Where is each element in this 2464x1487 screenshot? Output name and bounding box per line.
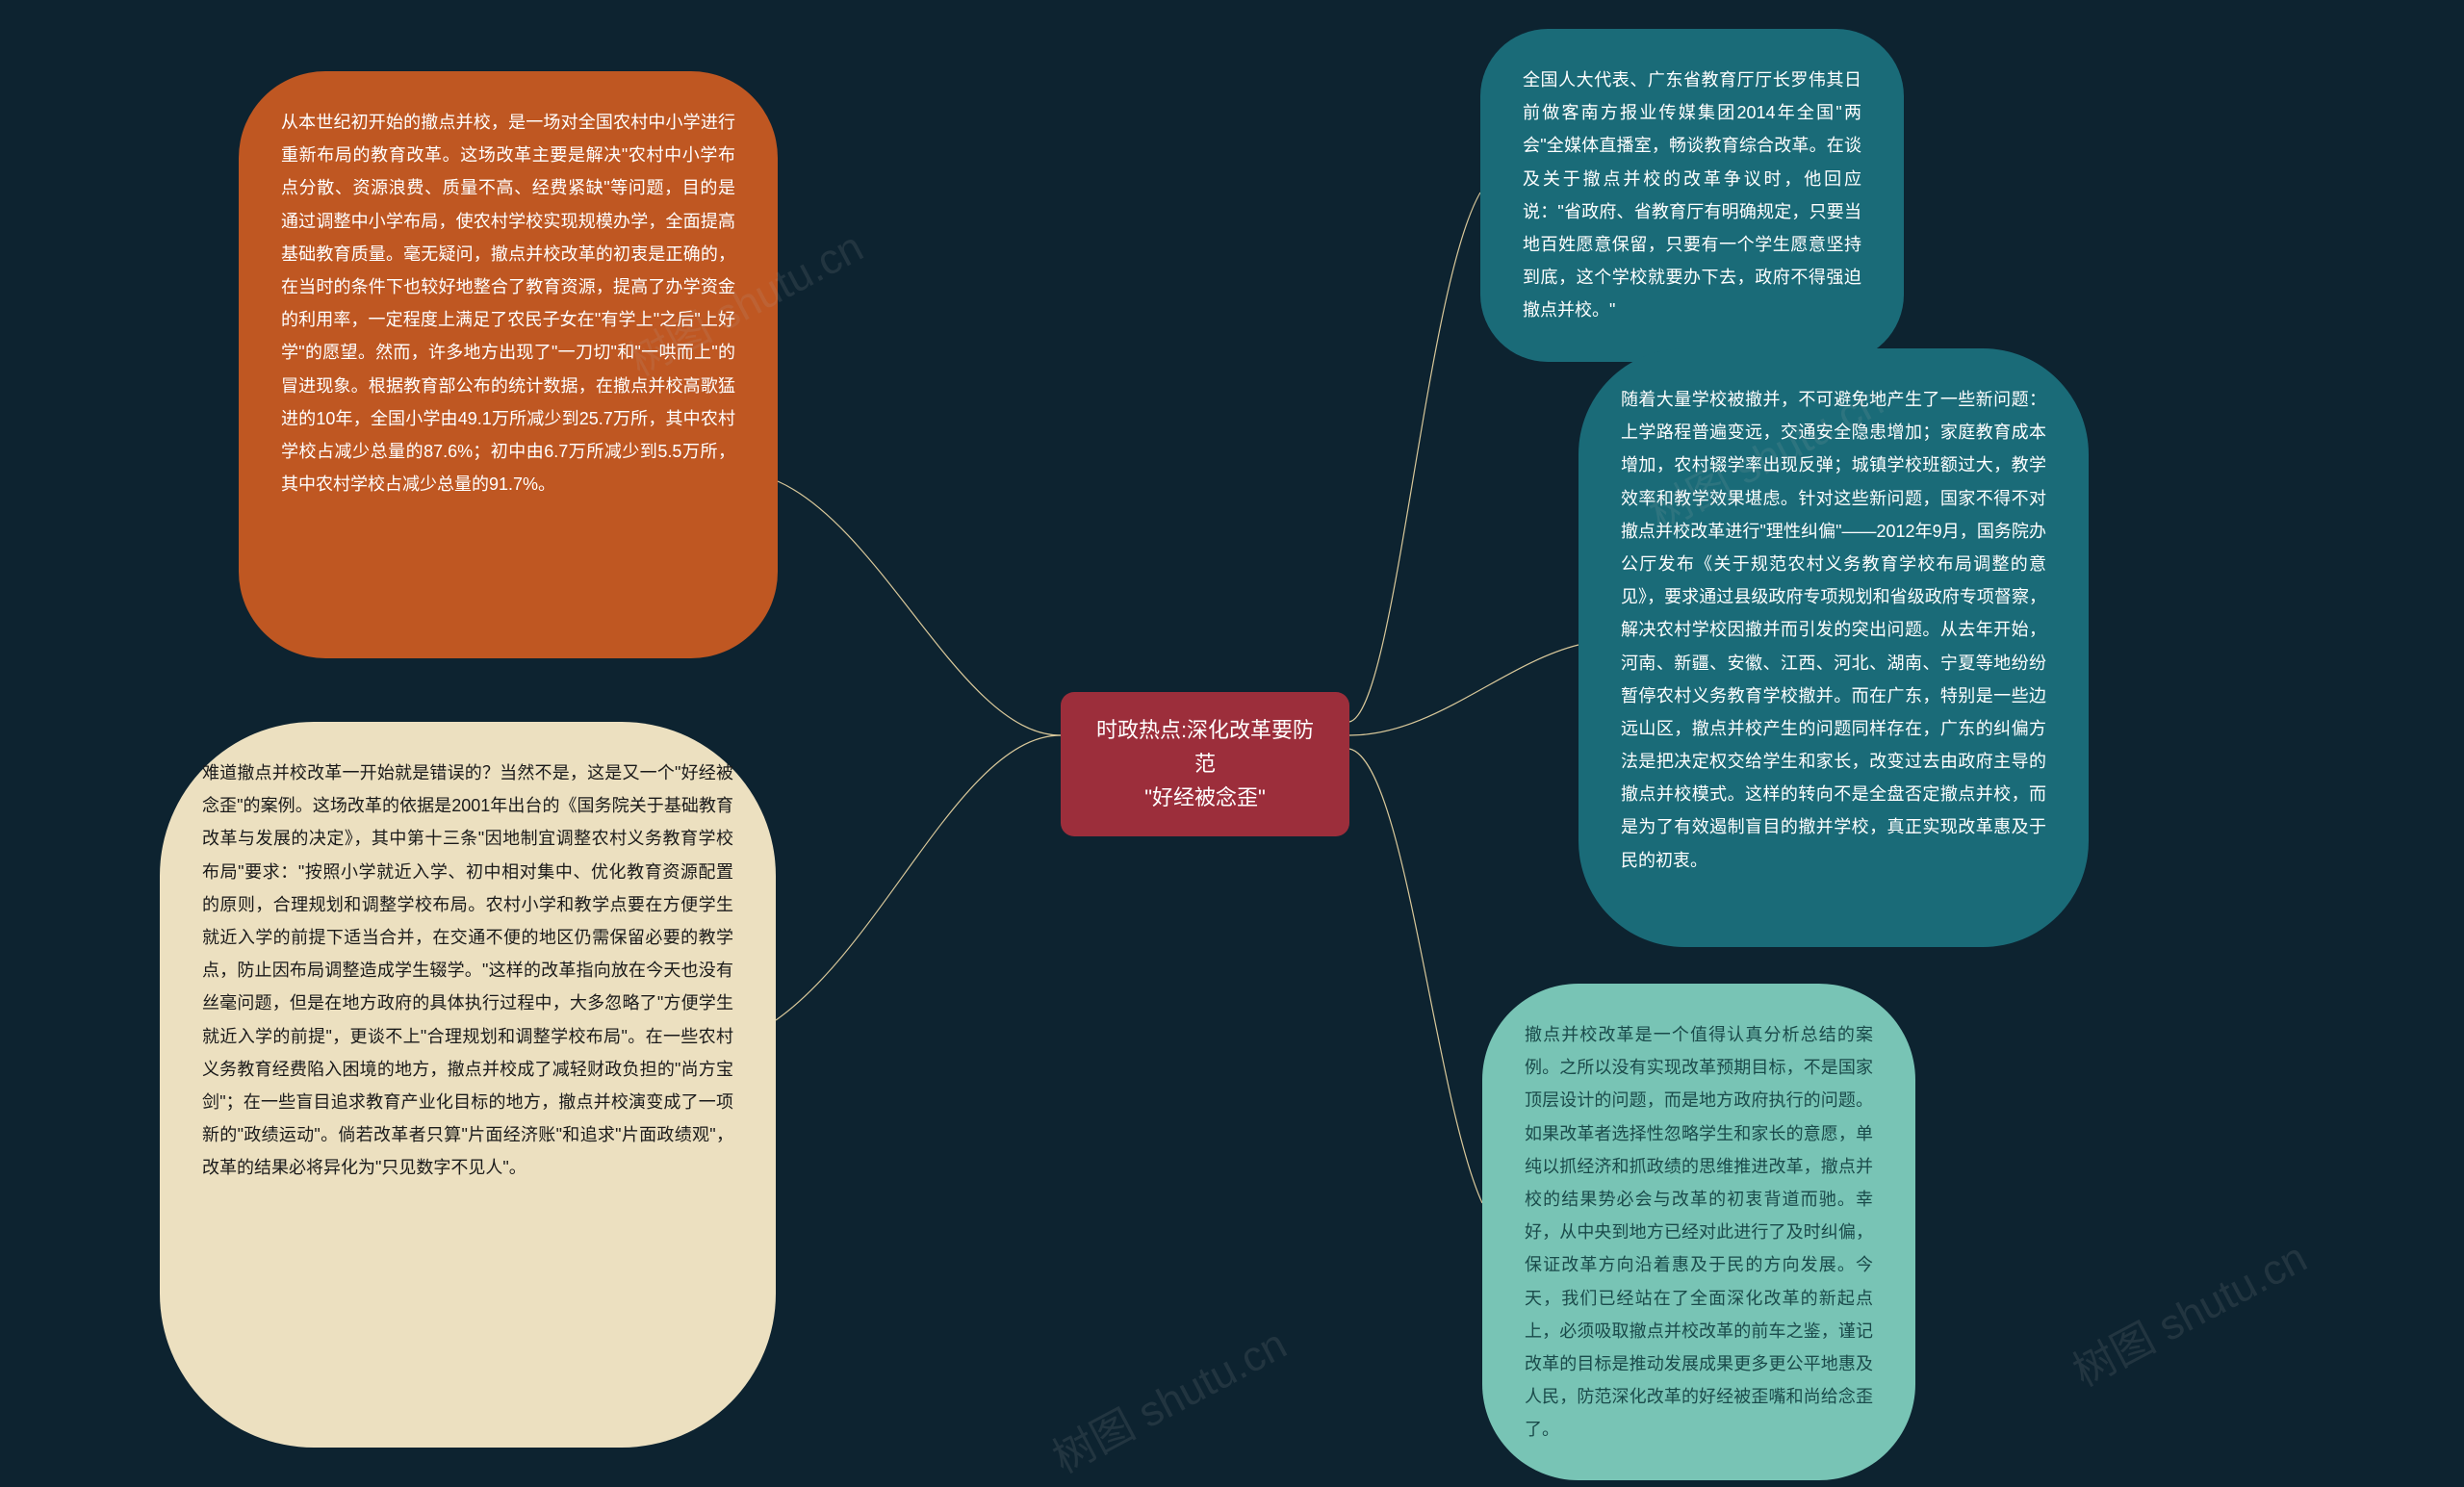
branch-node-text: 撤点并校改革是一个值得认真分析总结的案例。之所以没有实现改革预期目标，不是国家顶… [1525,1025,1873,1439]
branch-node-n3: 全国人大代表、广东省教育厅厅长罗伟其日前做客南方报业传媒集团2014年全国"两会… [1480,29,1904,362]
watermark-text: 树图 shutu.cn [2061,1223,2316,1398]
center-node: 时政热点:深化改革要防范"好经被念歪" [1061,692,1349,836]
branch-node-text: 全国人大代表、广东省教育厅厅长罗伟其日前做客南方报业传媒集团2014年全国"两会… [1523,70,1861,320]
branch-node-n4: 随着大量学校被撤并，不可避免地产生了一些新问题：上学路程普遍变远，交通安全隐患增… [1578,348,2089,947]
branch-node-n5: 撤点并校改革是一个值得认真分析总结的案例。之所以没有实现改革预期目标，不是国家顶… [1482,984,1915,1480]
branch-node-text: 难道撤点并校改革一开始就是错误的？当然不是，这是又一个"好经被念歪"的案例。这场… [202,763,733,1177]
connector-path [776,735,1061,1020]
branch-node-n2: 难道撤点并校改革一开始就是错误的？当然不是，这是又一个"好经被念歪"的案例。这场… [160,722,776,1448]
branch-node-text: 从本世纪初开始的撤点并校，是一场对全国农村中小学进行重新布局的教育改革。这场改革… [281,113,735,494]
watermark-text: 树图 shutu.cn [1040,1310,1296,1485]
center-node-text: 时政热点:深化改革要防范"好经被念歪" [1096,718,1314,809]
connector-path [778,481,1061,735]
connector-path [1349,645,1578,735]
connector-path [1349,192,1480,722]
connector-path [1349,749,1482,1203]
branch-node-n1: 从本世纪初开始的撤点并校，是一场对全国农村中小学进行重新布局的教育改革。这场改革… [239,71,778,658]
branch-node-text: 随着大量学校被撤并，不可避免地产生了一些新问题：上学路程普遍变远，交通安全隐患增… [1621,390,2046,870]
